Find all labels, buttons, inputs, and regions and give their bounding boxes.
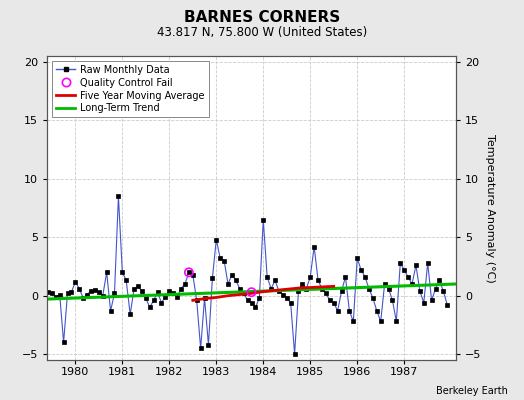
Point (247, 289, 256, 295)
Text: 43.817 N, 75.800 W (United States): 43.817 N, 75.800 W (United States) (157, 26, 367, 39)
Text: BARNES CORNERS: BARNES CORNERS (184, 10, 340, 25)
Legend: Raw Monthly Data, Quality Control Fail, Five Year Moving Average, Long-Term Tren: Raw Monthly Data, Quality Control Fail, … (52, 61, 209, 117)
Point (184, 269, 193, 276)
Y-axis label: Temperature Anomaly (°C): Temperature Anomaly (°C) (485, 134, 496, 282)
Text: Berkeley Earth: Berkeley Earth (436, 386, 508, 396)
